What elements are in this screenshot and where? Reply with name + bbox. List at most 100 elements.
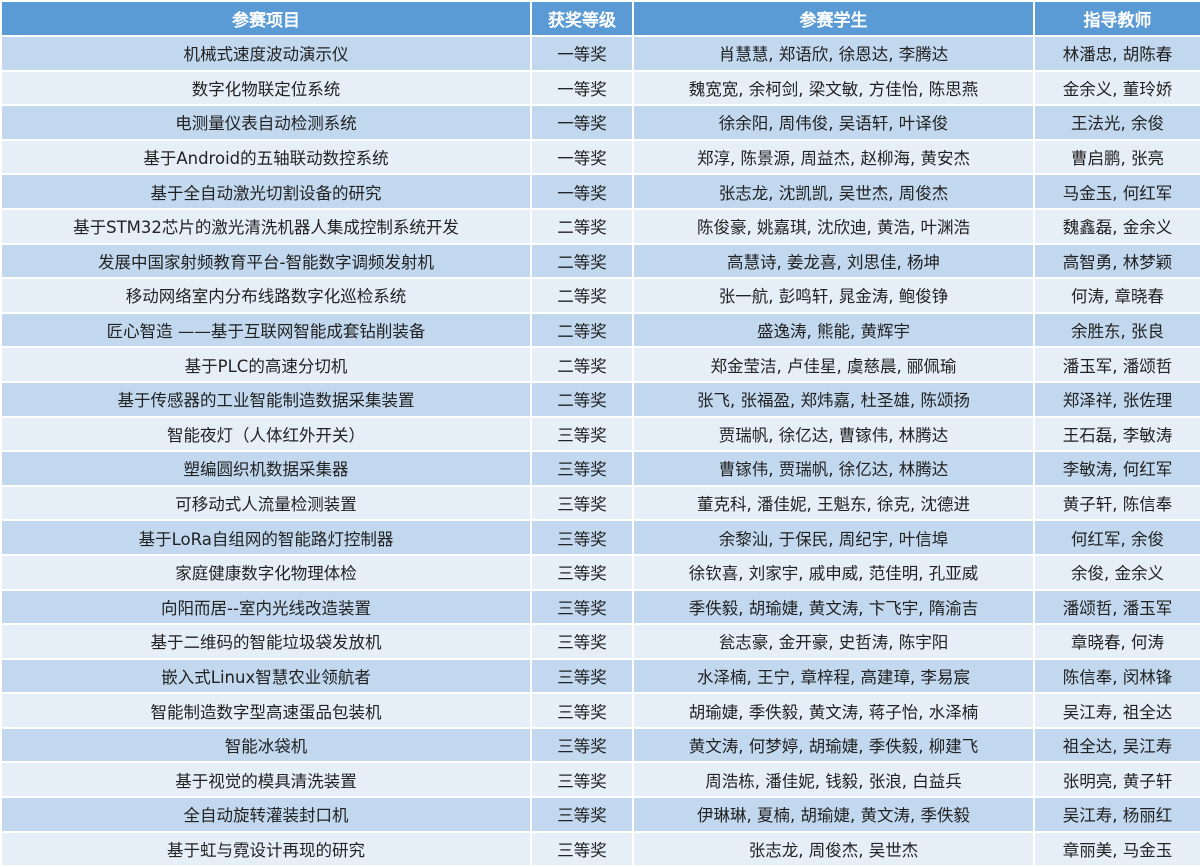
header-project: 参赛项目 <box>0 0 532 37</box>
header-award-level: 获奖等级 <box>530 0 634 37</box>
project-cell: 基于传感器的工业智能制造数据采集装置 <box>0 380 532 418</box>
award-level-cell: 一等奖 <box>530 138 634 176</box>
students-cell: 张飞, 张福盈, 郑炜嘉, 杜圣雄, 陈颂扬 <box>632 380 1035 418</box>
students-cell: 郑金莹洁, 卢佳星, 虞慈晨, 郦佩瑜 <box>632 346 1035 383</box>
award-level-cell: 二等奖 <box>530 242 634 280</box>
advisors-cell: 郑泽祥, 张佐理 <box>1033 380 1200 418</box>
project-cell: 基于全自动激光切割设备的研究 <box>0 173 532 210</box>
advisors-cell: 曹启鹏, 张亮 <box>1033 138 1200 176</box>
advisors-cell: 何红军, 余俊 <box>1033 519 1200 556</box>
advisors-cell: 王法光, 余俊 <box>1033 104 1200 141</box>
advisors-cell: 何涛, 章晓春 <box>1033 277 1200 314</box>
table-row: 基于传感器的工业智能制造数据采集装置 二等奖 张飞, 张福盈, 郑炜嘉, 杜圣雄, … <box>0 380 1200 418</box>
advisors-cell: 祖全达, 吴江寿 <box>1033 726 1200 764</box>
students-cell: 伊琳琳, 夏楠, 胡瑜婕, 黄文涛, 季佚毅 <box>632 796 1035 833</box>
project-cell: 基于虹与霓设计再现的研究 <box>0 830 532 867</box>
advisors-cell: 潘颂哲, 潘玉军 <box>1033 588 1200 626</box>
students-cell: 水泽楠, 王宁, 章梓程, 高建璋, 李易宸 <box>632 657 1035 695</box>
students-cell: 张一航, 彭鸣轩, 晁金涛, 鲍俊铮 <box>632 277 1035 314</box>
project-cell: 家庭健康数字化物理体检 <box>0 553 532 591</box>
students-cell: 余黎汕, 于保民, 周纪宇, 叶信埠 <box>632 519 1035 556</box>
table-row: 基于虹与霓设计再现的研究 三等奖 张志龙, 周俊杰, 吴世杰 章丽美, 马金玉 <box>0 830 1200 867</box>
award-level-cell: 三等奖 <box>530 692 634 729</box>
students-cell: 张志龙, 沈凯凯, 吴世杰, 周俊杰 <box>632 173 1035 210</box>
students-cell: 郑淳, 陈景源, 周益杰, 赵柳海, 黄安杰 <box>632 138 1035 176</box>
award-level-cell: 三等奖 <box>530 588 634 626</box>
table-row: 基于STM32芯片的激光清洗机器人集成控制系统开发 二等奖 陈俊豪, 姚嘉琪, 沈欣… <box>0 207 1200 245</box>
advisors-cell: 魏鑫磊, 金余义 <box>1033 207 1200 245</box>
students-cell: 盛逸涛, 熊能, 黄辉宇 <box>632 311 1035 349</box>
award-level-cell: 二等奖 <box>530 311 634 349</box>
students-cell: 高慧诗, 姜龙喜, 刘思佳, 杨坤 <box>632 242 1035 280</box>
students-cell: 曹镓伟, 贾瑞帆, 徐亿达, 林腾达 <box>632 450 1035 487</box>
award-level-cell: 二等奖 <box>530 277 634 314</box>
students-cell: 胡瑜婕, 季佚毅, 黄文涛, 蒋子怡, 水泽楠 <box>632 692 1035 729</box>
advisors-cell: 张明亮, 黄子轩 <box>1033 761 1200 799</box>
table-row: 基于Android的五轴联动数控系统 一等奖 郑淳, 陈景源, 周益杰, 赵柳海, … <box>0 138 1200 176</box>
header-students: 参赛学生 <box>632 0 1035 37</box>
award-level-cell: 三等奖 <box>530 726 634 764</box>
project-cell: 电测量仪表自动检测系统 <box>0 104 532 141</box>
project-cell: 基于Android的五轴联动数控系统 <box>0 138 532 176</box>
award-level-cell: 三等奖 <box>530 796 634 833</box>
project-cell: 智能冰袋机 <box>0 726 532 764</box>
project-cell: 可移动式人流量检测装置 <box>0 484 532 522</box>
students-cell: 黄文涛, 何梦婷, 胡瑜婕, 季佚毅, 柳建飞 <box>632 726 1035 764</box>
table-row: 基于全自动激光切割设备的研究 一等奖 张志龙, 沈凯凯, 吴世杰, 周俊杰 马金玉, … <box>0 173 1200 210</box>
table-row: 智能冰袋机 三等奖 黄文涛, 何梦婷, 胡瑜婕, 季佚毅, 柳建飞 祖全达, 吴江寿 <box>0 726 1200 764</box>
advisors-cell: 陈信奉, 闵林锋 <box>1033 657 1200 695</box>
project-cell: 数字化物联定位系统 <box>0 69 532 107</box>
project-cell: 移动网络室内分布线路数字化巡检系统 <box>0 277 532 314</box>
project-cell: 全自动旋转灌装封口机 <box>0 796 532 833</box>
table-row: 电测量仪表自动检测系统 一等奖 徐余阳, 周伟俊, 吴语轩, 叶译俊 王法光, 余俊 <box>0 104 1200 141</box>
table-row: 基于LoRa自组网的智能路灯控制器 三等奖 余黎汕, 于保民, 周纪宇, 叶信埠 何红… <box>0 519 1200 556</box>
table-row: 智能夜灯（人体红外开关） 三等奖 贾瑞帆, 徐亿达, 曹镓伟, 林腾达 王石磊, 李敏… <box>0 415 1200 453</box>
advisors-cell: 马金玉, 何红军 <box>1033 173 1200 210</box>
award-level-cell: 三等奖 <box>530 553 634 591</box>
award-level-cell: 一等奖 <box>530 104 634 141</box>
students-cell: 周浩栋, 潘佳妮, 钱毅, 张浪, 白益兵 <box>632 761 1035 799</box>
project-cell: 向阳而居--室内光线改造装置 <box>0 588 532 626</box>
project-cell: 机械式速度波动演示仪 <box>0 35 532 72</box>
award-level-cell: 三等奖 <box>530 519 634 556</box>
award-level-cell: 一等奖 <box>530 69 634 107</box>
project-cell: 嵌入式Linux智慧农业领航者 <box>0 657 532 695</box>
advisors-cell: 李敏涛, 何红军 <box>1033 450 1200 487</box>
advisors-cell: 吴江寿, 杨丽红 <box>1033 796 1200 833</box>
table-row: 匠心智造 ——基于互联网智能成套钻削装备 二等奖 盛逸涛, 熊能, 黄辉宇 余胜东, … <box>0 311 1200 349</box>
award-level-cell: 一等奖 <box>530 173 634 210</box>
award-level-cell: 三等奖 <box>530 484 634 522</box>
project-cell: 基于PLC的高速分切机 <box>0 346 532 383</box>
award-level-cell: 一等奖 <box>530 35 634 72</box>
advisors-cell: 王石磊, 李敏涛 <box>1033 415 1200 453</box>
table-row: 智能制造数字型高速蛋品包装机 三等奖 胡瑜婕, 季佚毅, 黄文涛, 蒋子怡, 水泽楠… <box>0 692 1200 729</box>
table-row: 全自动旋转灌装封口机 三等奖 伊琳琳, 夏楠, 胡瑜婕, 黄文涛, 季佚毅 吴江寿, … <box>0 796 1200 833</box>
students-cell: 董克科, 潘佳妮, 王魁东, 徐克, 沈德进 <box>632 484 1035 522</box>
table-row: 机械式速度波动演示仪 一等奖 肖慧慧, 郑语欣, 徐恩达, 李腾达 林潘忠, 胡陈春 <box>0 35 1200 72</box>
table-row: 发展中国家射频教育平台-智能数字调频发射机 二等奖 高慧诗, 姜龙喜, 刘思佳, 杨… <box>0 242 1200 280</box>
advisors-cell: 潘玉军, 潘颂哲 <box>1033 346 1200 383</box>
students-cell: 肖慧慧, 郑语欣, 徐恩达, 李腾达 <box>632 35 1035 72</box>
table-row: 基于视觉的模具清洗装置 三等奖 周浩栋, 潘佳妮, 钱毅, 张浪, 白益兵 张明亮, … <box>0 761 1200 799</box>
table-row: 塑编圆织机数据采集器 三等奖 曹镓伟, 贾瑞帆, 徐亿达, 林腾达 李敏涛, 何红军 <box>0 450 1200 487</box>
advisors-cell: 金余义, 董玲娇 <box>1033 69 1200 107</box>
advisors-cell: 章晓春, 何涛 <box>1033 623 1200 660</box>
table-row: 移动网络室内分布线路数字化巡检系统 二等奖 张一航, 彭鸣轩, 晁金涛, 鲍俊铮 何涛… <box>0 277 1200 314</box>
advisors-cell: 余俊, 金余义 <box>1033 553 1200 591</box>
award-level-cell: 三等奖 <box>530 623 634 660</box>
award-level-cell: 二等奖 <box>530 380 634 418</box>
award-level-cell: 三等奖 <box>530 657 634 695</box>
project-cell: 塑编圆织机数据采集器 <box>0 450 532 487</box>
header-advisors: 指导教师 <box>1033 0 1200 37</box>
table-body: 机械式速度波动演示仪 一等奖 肖慧慧, 郑语欣, 徐恩达, 李腾达 林潘忠, 胡陈春数… <box>0 35 1200 867</box>
award-level-cell: 三等奖 <box>530 415 634 453</box>
advisors-cell: 余胜东, 张良 <box>1033 311 1200 349</box>
table-row: 基于二维码的智能垃圾袋发放机 三等奖 瓮志豪, 金开豪, 史哲涛, 陈宇阳 章晓春, … <box>0 623 1200 660</box>
students-cell: 徐余阳, 周伟俊, 吴语轩, 叶译俊 <box>632 104 1035 141</box>
table-row: 向阳而居--室内光线改造装置 三等奖 季佚毅, 胡瑜婕, 黄文涛, 卞飞宇, 隋渝吉… <box>0 588 1200 626</box>
students-cell: 张志龙, 周俊杰, 吴世杰 <box>632 830 1035 867</box>
students-cell: 陈俊豪, 姚嘉琪, 沈欣迪, 黄浩, 叶渊浩 <box>632 207 1035 245</box>
project-cell: 匠心智造 ——基于互联网智能成套钻削装备 <box>0 311 532 349</box>
award-level-cell: 二等奖 <box>530 346 634 383</box>
